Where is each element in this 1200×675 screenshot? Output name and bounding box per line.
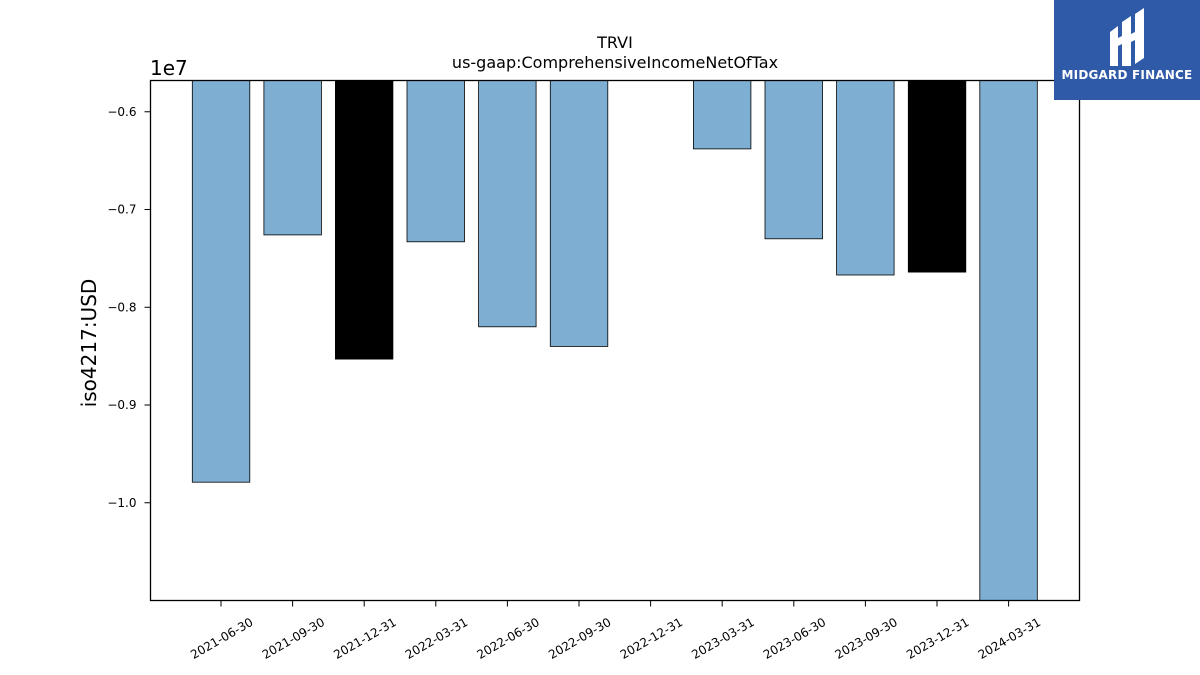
bars-layer xyxy=(191,80,1038,601)
bar-2021-09-30 xyxy=(263,80,322,236)
chart-title: TRVI xyxy=(596,33,633,52)
x-tick-label: 2021-12-31 xyxy=(331,615,398,662)
y-tick-label: −0.6 xyxy=(107,105,136,119)
bar-2022-03-31 xyxy=(406,80,465,243)
bar-2023-09-30 xyxy=(836,80,895,276)
x-tick-label: 2022-03-31 xyxy=(403,615,470,662)
x-tick-label: 2023-09-30 xyxy=(832,615,899,662)
y-offset-label: 1e7 xyxy=(150,56,188,80)
x-tick-label: 2023-06-30 xyxy=(761,615,828,662)
x-tick-label: 2023-12-31 xyxy=(904,615,971,662)
bar-2023-03-31 xyxy=(693,80,752,150)
bar-2022-06-30 xyxy=(478,80,537,328)
y-tick-label: −1.0 xyxy=(107,496,136,510)
midgard-logo-icon xyxy=(1110,8,1144,66)
y-tick-label: −0.7 xyxy=(107,203,136,217)
y-tick-label: −0.8 xyxy=(107,300,136,314)
bar-2024-03-31 xyxy=(979,80,1038,601)
x-tick-label: 2022-12-31 xyxy=(618,615,685,662)
x-tick-label: 2021-09-30 xyxy=(260,615,327,662)
bar-2022-09-30 xyxy=(549,80,609,347)
logo-text: MIDGARD FINANCE xyxy=(1061,68,1193,82)
y-tick-label: −0.9 xyxy=(107,398,136,412)
y-axis-label: iso4217:USD xyxy=(77,279,101,408)
x-tick-label: 2024-03-31 xyxy=(976,615,1043,662)
bar-2023-12-31 xyxy=(907,80,967,273)
x-tick-label: 2021-06-30 xyxy=(188,615,255,662)
bar-2021-06-30 xyxy=(191,80,251,483)
plot-frame xyxy=(149,79,1081,602)
chart-subtitle: us-gaap:ComprehensiveIncomeNetOfTax xyxy=(452,53,778,72)
bar-2021-12-31 xyxy=(334,80,394,360)
x-tick-label: 2023-03-31 xyxy=(689,615,756,662)
midgard-finance-logo: MIDGARD FINANCE xyxy=(1054,0,1200,100)
x-tick-label: 2022-09-30 xyxy=(546,615,613,662)
x-tick-label: 2022-06-30 xyxy=(474,615,541,662)
bar-2023-06-30 xyxy=(764,80,823,240)
